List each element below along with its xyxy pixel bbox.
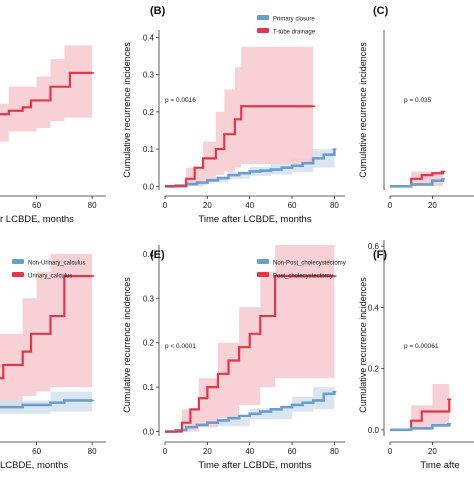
p-value-label: p = 0.035	[404, 97, 432, 104]
series-line-blue	[390, 423, 451, 432]
y-tick-label: 0.1	[143, 383, 155, 392]
chart-panel-1: 60 80 r LCBDE, months	[0, 38, 106, 225]
y-tick-label: 0.3	[143, 294, 155, 303]
x-tick-label: 60	[32, 201, 41, 210]
chart-panel-5: 0.0 0.1 0.2 0.3 0.4 0 20 40 60 80 (E) p < 0.0001 Tim…	[122, 245, 346, 471]
x-tick-label: 80	[330, 201, 339, 210]
y-tick-label: 0.4	[143, 250, 155, 259]
series-line-urinary-calculus	[0, 274, 93, 380]
x-tick-label: 20	[428, 201, 437, 210]
panel-title: (B)	[150, 5, 166, 17]
x-axis-title: Time after LCBDE, months	[198, 214, 311, 225]
legend-swatch	[12, 259, 24, 264]
legend-swatch	[257, 259, 269, 264]
series-line-post-cholecystectomy	[165, 274, 335, 433]
series-line-non-post-cholecystectomy	[165, 391, 336, 433]
x-tick-label: 0	[163, 201, 168, 210]
x-tick-label: 20	[203, 201, 212, 210]
confidence-band-primary-closure	[165, 136, 335, 187]
x-tick-label: 20	[203, 447, 212, 456]
confidence-band-red	[390, 156, 443, 187]
legend-swatch	[12, 272, 24, 277]
p-value-label: p = 0.0016	[165, 97, 196, 104]
legend-label: T-tube drainage	[273, 30, 316, 36]
chart-panel-4: 60 80 LCBDE, months Non-Urinary_calculus Uri…	[0, 253, 106, 471]
legend-label: Non-Urinary_calculus	[28, 261, 85, 267]
series-line-non-urinary-calculus	[0, 399, 93, 409]
y-tick-label: 0.4	[368, 303, 380, 312]
y-tick-label: 0.0	[143, 182, 155, 191]
x-tick-label: 60	[288, 447, 297, 456]
x-tick-label: 80	[88, 447, 97, 456]
chart-panel-2: 0.0 0.1 0.2 0.3 0.4 0 20 40 60 80 (B) p = 0.0016 Tim…	[122, 5, 345, 225]
y-axis-title: Cumulative recurrence incidences	[122, 42, 132, 178]
series-line-t-tube-drainage	[165, 105, 314, 188]
x-tick-label: 0	[388, 201, 393, 210]
legend-swatch	[257, 28, 269, 33]
y-tick-label: 0.0	[368, 426, 380, 435]
x-axis-title: Time after LCBDE, months	[198, 460, 311, 471]
legend-swatch	[257, 15, 269, 20]
x-tick-label: 40	[245, 201, 254, 210]
confidence-band-urinary-calculus	[0, 253, 93, 410]
y-tick-label: 0.4	[143, 33, 155, 42]
chart-panel-3: 0 20 (C) p = 0.035 Cumulative recurrence inc…	[358, 5, 474, 210]
panel-title: (E)	[150, 249, 165, 261]
x-tick-label: 80	[88, 201, 97, 210]
confidence-band-post-cholecystectomy	[181, 245, 335, 432]
panel-title: (C)	[373, 5, 389, 17]
p-value-label: p < 0.0001	[165, 343, 196, 350]
x-tick-label: 40	[245, 447, 254, 456]
legend-label: Post_cholecystectomy	[273, 274, 333, 280]
y-tick-label: 0.2	[143, 108, 155, 117]
legend-label: Non-Post_cholecystectomy	[273, 261, 346, 267]
y-tick-label: 0.1	[143, 145, 155, 154]
y-tick-label: 0.2	[368, 365, 380, 374]
y-tick-label: 0.3	[143, 71, 155, 80]
x-tick-label: 80	[330, 447, 339, 456]
x-tick-label: 0	[163, 447, 168, 456]
x-axis-title: LCBDE, months	[0, 460, 68, 471]
y-tick-label: 0.2	[143, 339, 155, 348]
legend-label: Urinary_calculus	[28, 274, 72, 280]
y-axis-title: Cumulative recurrence incidences	[122, 277, 132, 413]
x-tick-label: 20	[428, 447, 437, 456]
panel-title: (F)	[373, 249, 387, 261]
confidence-band-red	[0, 38, 93, 142]
p-value-label: p = 0.00061	[404, 343, 439, 350]
series-line-primary-closure	[165, 149, 336, 188]
x-tick-label: 0	[388, 447, 393, 456]
legend-swatch	[257, 272, 269, 277]
y-tick-label: 0.0	[143, 428, 155, 437]
chart-panel-6: 0.0 0.2 0.4 0.6 0 20 (F) p = 0.00061 Time afte Cu…	[358, 240, 474, 471]
x-tick-label: 60	[288, 201, 297, 210]
legend-label: Primary closure	[273, 17, 315, 23]
series-line-blue	[390, 178, 445, 188]
y-axis-title: Cumulative recurrence incidences	[358, 277, 368, 413]
x-tick-label: 60	[32, 447, 41, 456]
x-axis-title: Time afte	[420, 460, 459, 471]
x-axis-title: r LCBDE, months	[0, 214, 74, 225]
series-line-red	[0, 71, 93, 116]
confidence-band-t-tube-drainage	[186, 46, 314, 187]
y-tick-label: 0.6	[368, 242, 380, 251]
y-axis-title: Cumulative recurrence incidences	[358, 42, 368, 178]
